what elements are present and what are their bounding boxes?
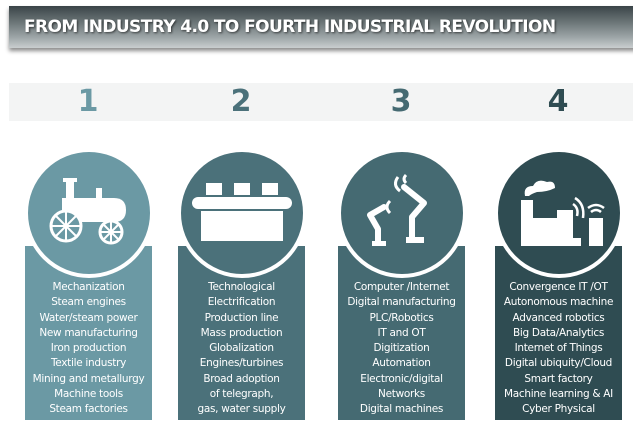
stage-1-list: Mechanization Steam engines Water/steam … — [25, 280, 152, 418]
list-item: PLC/Robotics — [369, 311, 434, 324]
list-item: Textile industry — [50, 357, 127, 370]
list-item: Electrification — [207, 296, 276, 309]
list-item: Smart factory — [524, 372, 593, 385]
list-item: Advanced robotics — [512, 311, 605, 324]
title-banner: FROM INDUSTRY 4.0 TO FOURTH INDUSTRIAL R… — [9, 6, 633, 48]
list-item: Steam factories — [49, 403, 128, 416]
list-item: New manufacturing — [39, 326, 138, 339]
stage-number-1: 1 — [77, 84, 99, 119]
list-item: Electronic/digital — [360, 372, 443, 385]
number-band — [9, 83, 633, 121]
conveyor-belt-icon — [191, 183, 292, 241]
list-item: Digitization — [373, 342, 430, 355]
list-item: Engines/turbines — [199, 357, 284, 370]
list-item: Machine learning & AI — [504, 388, 613, 401]
smart-factory-icon — [520, 180, 605, 246]
list-item: Networks — [378, 388, 425, 401]
robotic-arm-icon — [366, 173, 427, 246]
list-item: Mechanization — [52, 281, 125, 293]
list-item: Broad adoption — [203, 372, 280, 385]
list-item: Cyber Physical — [522, 403, 595, 416]
stage-number-4: 4 — [547, 84, 569, 119]
list-item: Automation — [372, 357, 431, 370]
list-item: Steam engines — [51, 296, 126, 309]
stage-1-panel: Mechanization Steam engines Water/steam … — [23, 148, 154, 420]
list-item: Digital machines — [359, 403, 444, 416]
page-title: FROM INDUSTRY 4.0 TO FOURTH INDUSTRIAL R… — [24, 17, 556, 37]
list-item: Mass production — [200, 326, 283, 339]
list-item: Digital manufacturing — [347, 296, 456, 309]
stage-number-2: 2 — [230, 84, 252, 119]
list-item: Iron production — [50, 342, 127, 355]
list-item: Production line — [204, 311, 279, 324]
stage-1-circle — [23, 148, 154, 278]
stage-4-list: Convergence IT /OT Autonomous machine Ad… — [495, 280, 622, 418]
list-item: Mining and metallurgy — [32, 372, 145, 385]
list-item: Digital ubiquity/Cloud — [504, 357, 613, 370]
list-item: Autonomous machine — [503, 296, 614, 309]
stage-4-circle — [493, 148, 624, 278]
stage-3-panel: Computer /Internet Digital manufacturing… — [336, 148, 467, 420]
list-item: IT and OT — [377, 326, 426, 339]
stage-4-panel: Convergence IT /OT Autonomous machine Ad… — [493, 148, 624, 420]
stage-3-list: Computer /Internet Digital manufacturing… — [338, 280, 465, 418]
list-item: Water/steam power — [39, 311, 138, 324]
steam-engine-icon — [49, 178, 126, 245]
list-item: Convergence IT /OT — [509, 281, 608, 293]
stage-2-panel: Technological Electrification Production… — [176, 148, 307, 420]
stage-3-circle — [336, 148, 467, 278]
list-item: Technological — [208, 281, 275, 293]
list-item: Internet of Things — [514, 342, 603, 355]
stage-number-3: 3 — [390, 84, 412, 119]
list-item: gas, water supply — [197, 403, 286, 416]
list-item: of telegraph, — [209, 388, 274, 401]
stage-2-list: Technological Electrification Production… — [178, 280, 305, 418]
list-item: Big Data/Analytics — [512, 326, 604, 339]
list-item: Machine tools — [54, 388, 123, 401]
list-item: Globalization — [209, 342, 274, 355]
list-item: Computer /Internet — [353, 281, 450, 293]
stage-2-circle — [176, 148, 307, 278]
